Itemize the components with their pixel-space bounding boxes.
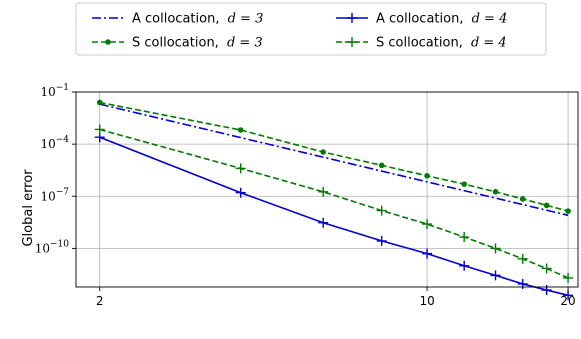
y-tick-label: 10−4 [40,135,69,151]
legend-series-name: A collocation, [376,12,468,27]
series-point-2 [422,248,433,259]
y-tick-label: 10−10 [35,239,70,255]
series-point-3 [490,243,501,254]
series-point-3 [517,253,528,264]
legend-swatch-marker [347,13,357,23]
legend-label: A collocation, d = 3 [132,12,263,27]
legend-series-math: d = 3 [228,12,264,27]
series-point-2 [235,187,246,198]
legend-series-name: S collocation, [132,36,223,51]
series-line-1 [99,101,569,212]
series-point-1 [96,99,103,106]
y-tick-base: 10 [40,189,55,203]
legend-series-math: d = 4 [472,12,508,27]
series-point-2 [563,290,574,301]
series-point-3 [541,263,552,274]
series-point-2 [376,235,387,246]
series-point-1 [565,208,571,214]
x-tick-label: 20 [560,294,575,308]
y-tick-exponent: −4 [56,135,70,145]
series-point-1 [492,189,499,195]
series-line-0 [99,103,569,217]
y-tick-exponent: −10 [50,239,69,249]
series-point-3 [422,219,433,230]
legend-swatch-marker [105,39,111,45]
series-point-3 [563,272,574,283]
legend-series-math: d = 3 [227,36,263,51]
series-point-3 [376,205,387,216]
legend-label: S collocation, d = 3 [132,36,263,51]
y-tick-label: 10−7 [40,187,69,203]
legend: A collocation, d = 3S collocation, d = 3… [75,2,547,56]
legend-label: S collocation, d = 4 [376,36,507,51]
legend-frame [75,2,547,56]
x-tick-label: 2 [96,294,104,308]
series-point-1 [424,173,430,179]
series-point-1 [378,162,385,169]
legend-series-name: A collocation, [132,12,224,27]
x-tick-label: 10 [419,294,434,308]
legend-swatch-marker [347,37,357,47]
legend-series-math: d = 4 [471,36,507,51]
series-point-1 [519,196,526,202]
y-tick-base: 10 [40,137,55,151]
series-line-3 [99,128,569,279]
y-tick-label: 10−1 [40,83,69,99]
series-point-1 [237,127,244,133]
series-point-3 [459,232,470,243]
series-point-3 [318,186,329,197]
series-line-2 [99,136,569,297]
y-tick-base: 10 [35,241,50,255]
legend-label: A collocation, d = 4 [376,12,507,27]
series-point-1 [461,181,467,187]
legend-series-name: S collocation, [376,36,467,51]
y-tick-base: 10 [40,85,55,99]
series-point-2 [318,217,329,228]
series-point-2 [490,270,501,281]
series-point-3 [235,163,246,174]
series-point-2 [459,260,470,271]
series-point-1 [543,202,550,209]
y-tick-exponent: −1 [56,83,69,93]
series-point-1 [320,149,326,155]
y-tick-exponent: −7 [56,187,70,197]
series-point-3 [94,124,105,135]
y-axis-label: Global error [21,169,36,247]
axes-frame [75,91,579,288]
